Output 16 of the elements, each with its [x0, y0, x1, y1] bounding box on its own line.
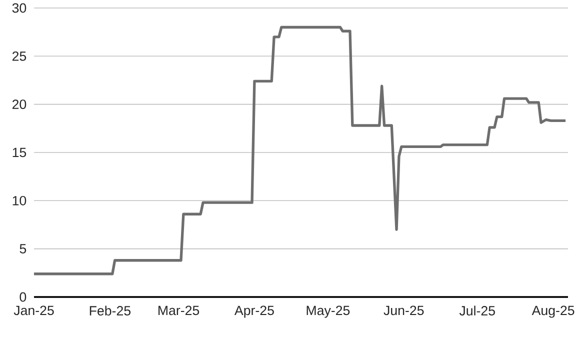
y-tick-label: 20	[12, 100, 26, 110]
y-tick-label: 30	[12, 3, 26, 13]
y-tick-label: 15	[12, 148, 26, 158]
x-tick-label: Jan-25	[14, 306, 54, 316]
line-series	[32, 26, 567, 276]
y-tick-label: 0	[20, 292, 26, 302]
x-tick-label: Jul-25	[459, 306, 495, 316]
x-tick-label: Aug-25	[532, 306, 574, 318]
y-tick-label: 5	[20, 244, 26, 254]
y-tick-label: 25	[12, 51, 26, 61]
x-tick-label: Feb-25	[90, 306, 131, 316]
x-tick-label: Jun-25	[384, 306, 424, 316]
y-tick-label: 10	[12, 196, 26, 206]
x-tick-label: Mar-25	[158, 306, 200, 316]
x-tick-label: Apr-25	[234, 306, 274, 318]
x-tick-label: May-25	[306, 306, 350, 318]
